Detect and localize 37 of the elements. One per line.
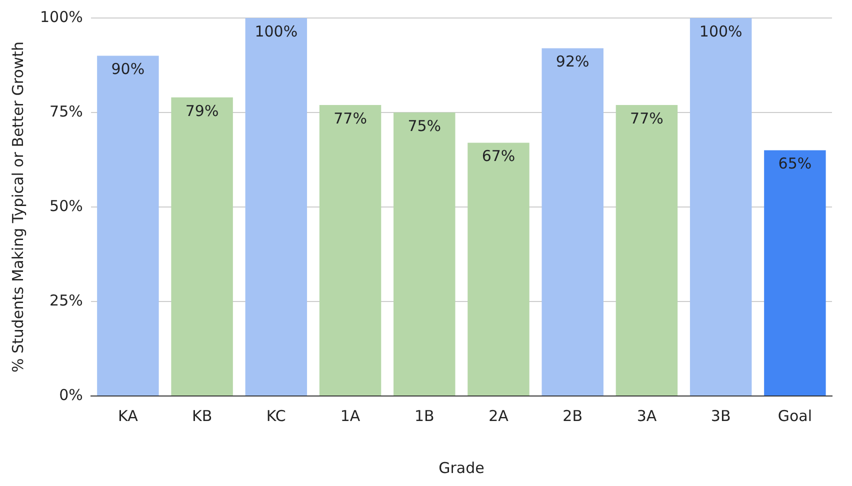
data-label: 100% (254, 22, 298, 40)
bar (319, 104, 382, 396)
data-label: 77% (630, 109, 664, 128)
data-label: 92% (556, 52, 590, 71)
data-label: 90% (111, 60, 145, 78)
x-tick-label: Goal (778, 406, 812, 425)
data-label: 65% (778, 154, 812, 173)
bar (764, 150, 826, 396)
y-tick-label: 0% (59, 386, 83, 404)
x-tick-label: 3A (636, 406, 658, 425)
bar (394, 112, 456, 396)
x-tick-label: KC (266, 406, 286, 425)
y-axis-title: % Students Making Typical or Better Growth (8, 41, 27, 373)
bar (616, 104, 678, 396)
bar (245, 18, 308, 396)
data-label: 75% (408, 116, 442, 135)
bar (468, 142, 530, 396)
bar (690, 18, 752, 396)
x-tick-label: KB (192, 406, 212, 425)
x-tick-label: 2B (562, 406, 583, 425)
y-tick-label: 25% (50, 291, 83, 310)
x-tick-label: 1B (414, 406, 434, 425)
x-tick-label: 3B (710, 406, 731, 425)
x-tick-label: KA (118, 406, 139, 425)
x-tick-label: 2A (488, 406, 510, 425)
bar (171, 97, 233, 396)
data-label: 77% (334, 109, 367, 128)
data-label: 67% (482, 147, 516, 166)
y-tick-label: 100% (40, 8, 83, 26)
data-label: 79% (185, 102, 219, 120)
data-label: 100% (699, 22, 742, 40)
y-tick-label: 50% (50, 196, 83, 215)
bar (542, 48, 604, 396)
x-axis-title: Grade (438, 458, 484, 477)
x-tick-label: 1A (340, 406, 361, 425)
bar (97, 56, 159, 396)
y-tick-label: 75% (50, 102, 83, 120)
